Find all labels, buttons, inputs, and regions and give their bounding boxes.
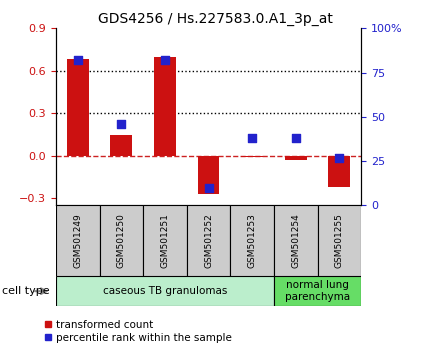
Text: GSM501252: GSM501252 bbox=[204, 213, 213, 268]
Bar bbox=[285, 156, 307, 160]
Text: GSM501249: GSM501249 bbox=[73, 213, 82, 268]
Text: GSM501250: GSM501250 bbox=[117, 213, 126, 268]
Bar bbox=[274, 205, 318, 276]
Point bbox=[74, 57, 81, 63]
Bar bbox=[241, 156, 263, 157]
Point bbox=[249, 135, 255, 141]
Bar bbox=[198, 156, 219, 194]
Bar bbox=[230, 205, 274, 276]
Text: caseous TB granulomas: caseous TB granulomas bbox=[103, 286, 227, 296]
Text: GSM501255: GSM501255 bbox=[335, 213, 344, 268]
Bar bbox=[318, 205, 361, 276]
Bar bbox=[111, 135, 132, 156]
Text: normal lung
parenchyma: normal lung parenchyma bbox=[285, 280, 350, 302]
Bar bbox=[56, 276, 274, 306]
Bar bbox=[67, 59, 89, 156]
Bar bbox=[99, 205, 143, 276]
Text: GSM501253: GSM501253 bbox=[248, 213, 257, 268]
Point bbox=[205, 185, 212, 190]
Text: cell type: cell type bbox=[2, 286, 50, 296]
Point bbox=[162, 57, 169, 63]
Point bbox=[292, 135, 299, 141]
Text: GSM501254: GSM501254 bbox=[291, 213, 300, 268]
Bar bbox=[154, 57, 176, 156]
Point bbox=[336, 155, 343, 160]
Bar bbox=[187, 205, 230, 276]
Bar bbox=[56, 205, 99, 276]
Text: GDS4256 / Hs.227583.0.A1_3p_at: GDS4256 / Hs.227583.0.A1_3p_at bbox=[98, 12, 332, 27]
Legend: transformed count, percentile rank within the sample: transformed count, percentile rank withi… bbox=[40, 315, 237, 347]
Bar bbox=[143, 205, 187, 276]
Bar bbox=[329, 156, 350, 187]
Text: GSM501251: GSM501251 bbox=[160, 213, 169, 268]
Bar bbox=[274, 276, 361, 306]
Point bbox=[118, 121, 125, 127]
